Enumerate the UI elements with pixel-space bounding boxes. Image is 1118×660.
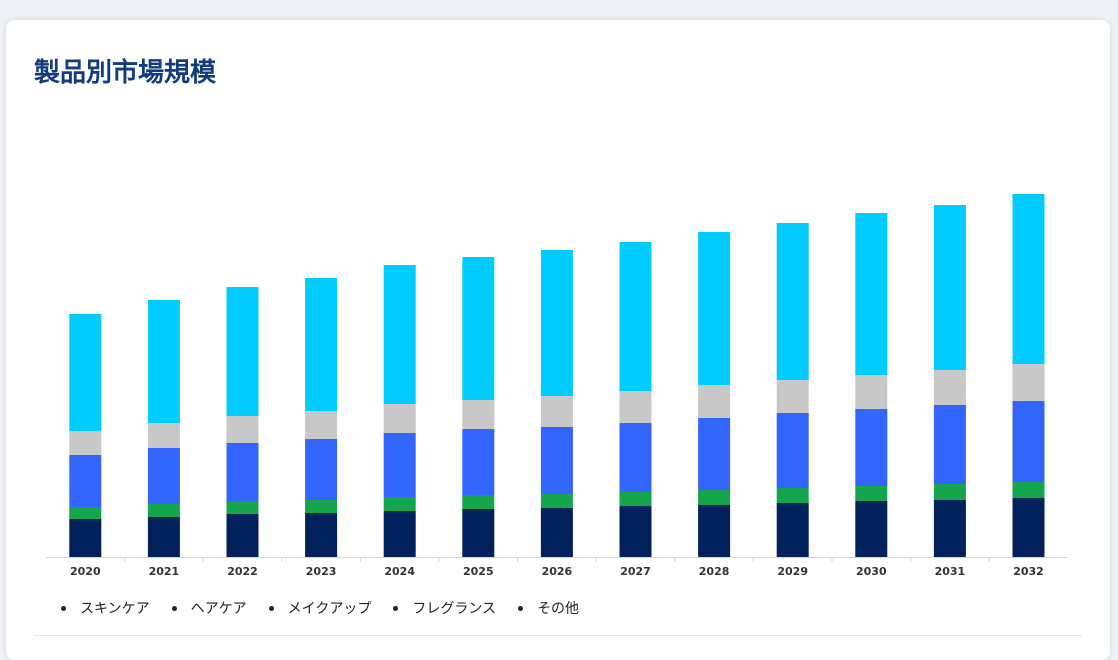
- bar-segment: [383, 511, 416, 557]
- bar-segment: [1012, 498, 1045, 557]
- x-tick-label: 2021: [149, 565, 180, 578]
- bar-segment: [855, 486, 888, 501]
- bullet-icon: [171, 605, 177, 611]
- bar-segment: [540, 250, 573, 396]
- bar-segment: [1012, 482, 1045, 498]
- bar-segment: [855, 409, 888, 486]
- x-tick-label: 2032: [1013, 565, 1044, 578]
- bar-segment: [383, 404, 416, 433]
- x-tick-label: 2030: [856, 565, 887, 578]
- bar-segment: [69, 519, 102, 557]
- bar-segment: [855, 375, 888, 409]
- legend-label: スキンケア: [80, 601, 150, 617]
- bar-segment: [776, 380, 809, 413]
- bar-segment: [933, 484, 966, 500]
- bar-segment: [855, 213, 888, 375]
- bar-segment: [540, 508, 573, 557]
- x-tick-label: 2023: [306, 565, 337, 578]
- bar-segment: [933, 405, 966, 484]
- bar-segment: [226, 416, 259, 443]
- bar-segment: [305, 500, 338, 513]
- bullet-icon: [393, 605, 399, 611]
- bar-segment: [698, 505, 731, 557]
- bar-segment: [933, 500, 966, 557]
- legend-item: メイクアップ: [268, 598, 372, 618]
- legend-item: スキンケア: [61, 598, 150, 618]
- bar-segment: [619, 242, 652, 391]
- bar-segment: [855, 501, 888, 557]
- bar-segment: [226, 443, 259, 501]
- chart-legend: スキンケア ヘアケア メイクアップ フレグランス その他: [61, 596, 601, 620]
- chart-card: 製品別市場規模 2020 2021 2022 2023 2024 2025 2026 2027…: [6, 20, 1110, 660]
- bar-segment: [698, 232, 731, 385]
- legend-item: フレグランス: [393, 598, 496, 618]
- x-tick-label: 2028: [699, 565, 730, 578]
- bar-segment: [619, 492, 652, 506]
- x-tick-label: 2020: [70, 565, 101, 578]
- legend-label: フレグランス: [412, 601, 497, 617]
- stacked-bar-chart: 2020 2021 2022 2023 2024 2025 2026 2027 2028 2029…: [46, 194, 1068, 578]
- legend-label: ヘアケア: [190, 601, 247, 617]
- bar-segment: [619, 423, 652, 492]
- bar-segment: [69, 314, 102, 431]
- bullet-icon: [268, 605, 274, 611]
- bar-segment: [776, 223, 809, 380]
- legend-item: その他: [518, 598, 579, 618]
- bar-segment: [226, 514, 259, 557]
- divider: [34, 635, 1082, 636]
- bar-segment: [383, 497, 416, 511]
- bar-segment: [147, 423, 180, 448]
- bar-segment: [147, 300, 180, 423]
- bar-segment: [698, 490, 731, 505]
- bar-segment: [305, 278, 338, 411]
- bar-segment: [147, 448, 180, 504]
- bar-segment: [698, 385, 731, 418]
- legend-item: ヘアケア: [171, 598, 247, 618]
- bar-segment: [383, 433, 416, 497]
- bar-segment: [462, 509, 495, 557]
- bar-segment: [540, 427, 573, 494]
- bar-segment: [69, 507, 102, 519]
- bar-segment: [540, 396, 573, 427]
- bar-segment: [698, 418, 731, 490]
- bar-segment: [1012, 364, 1045, 401]
- bar-segment: [147, 517, 180, 557]
- bar-segment: [462, 257, 495, 400]
- x-tick-label: 2024: [384, 565, 415, 578]
- bar-segment: [69, 431, 102, 455]
- x-tick-label: 2029: [777, 565, 808, 578]
- bar-segment: [305, 439, 338, 500]
- bar-segment: [540, 494, 573, 508]
- bullet-icon: [518, 605, 524, 611]
- bar-segment: [776, 413, 809, 488]
- bar-segment: [462, 429, 495, 495]
- bar-segment: [776, 503, 809, 557]
- x-tick-label: 2026: [542, 565, 573, 578]
- bar-segment: [305, 513, 338, 557]
- bar-segment: [1012, 194, 1045, 364]
- bar-segment: [619, 391, 652, 423]
- bar-segment: [305, 411, 338, 439]
- bar-segment: [226, 501, 259, 514]
- bar-segment: [462, 495, 495, 509]
- bar-segment: [69, 455, 102, 507]
- x-tick-label: 2025: [463, 565, 494, 578]
- bar-segment: [933, 370, 966, 405]
- x-tick-label: 2027: [620, 565, 651, 578]
- bar-segment: [147, 504, 180, 517]
- x-tick-label: 2022: [227, 565, 258, 578]
- bar-segment: [1012, 401, 1045, 482]
- bullet-icon: [61, 605, 66, 611]
- x-tick-label: 2031: [935, 565, 966, 578]
- bar-segment: [226, 287, 259, 416]
- legend-label: メイクアップ: [287, 601, 372, 617]
- bar-segment: [383, 265, 416, 404]
- bar-segment: [776, 488, 809, 503]
- bar-segment: [462, 400, 495, 429]
- chart-title: 製品別市場規模: [34, 58, 217, 88]
- bar-segment: [933, 205, 966, 370]
- bar-segment: [619, 506, 652, 557]
- legend-label: その他: [537, 601, 580, 617]
